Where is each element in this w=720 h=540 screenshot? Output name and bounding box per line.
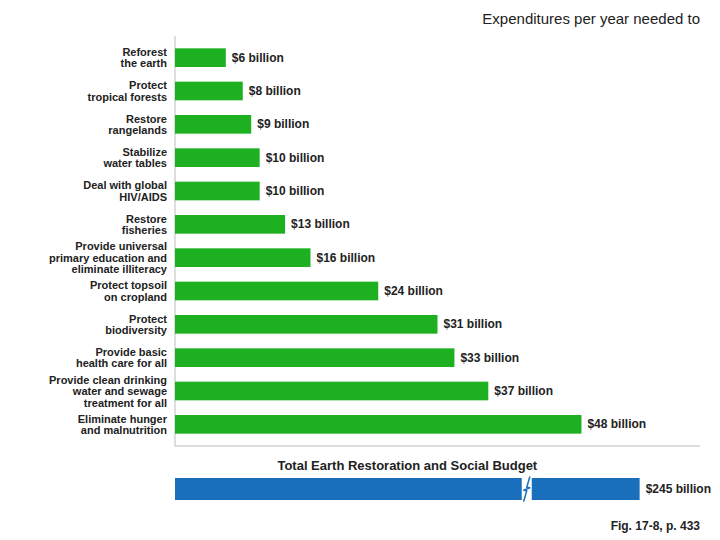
category-label-line: on cropland [104,291,167,303]
data-label: $33 billion [460,351,519,365]
data-label: $24 billion [384,284,443,298]
bars [175,48,581,433]
data-label: $31 billion [444,317,503,331]
category-label: Reforestthe earth [121,46,168,70]
bar [175,215,285,234]
category-label-line: Provide basic [95,346,167,358]
bar [175,115,251,134]
data-label: $6 billion [232,51,284,65]
category-label-line: Eliminate hunger [78,413,168,425]
bar [175,182,260,201]
data-label: $16 billion [316,251,375,265]
bar [175,148,260,167]
category-label: Restorefisheries [122,213,167,237]
bar [175,315,438,334]
category-label-line: health care for all [76,357,167,369]
category-label-line: eliminate illiteracy [72,263,168,275]
category-label-line: Restore [126,213,167,225]
category-label: Protecttropical forests [88,79,168,103]
category-label: Restorerangelands [108,113,167,136]
category-label: Eliminate hungerand malnutrition [78,413,168,437]
category-label-line: Reforest [122,46,167,58]
category-label: Provide universalprimary education andel… [49,240,168,275]
total-bar [175,478,640,500]
category-label: Protect topsoilon cropland [90,279,167,303]
category-label-line: primary education and [49,252,167,264]
total-label: Total Earth Restoration and Social Budge… [277,458,537,473]
data-label: $48 billion [587,417,646,431]
break-mark [524,477,530,501]
bar-break [522,477,532,501]
bar [175,415,581,434]
category-label-line: rangelands [108,124,167,136]
category-label-line: water and sewage [72,385,167,397]
data-label: $10 billion [266,151,325,165]
category-label-line: HIV/AIDS [119,191,167,203]
category-label: Protectbiodiversity [105,313,168,337]
data-label: $8 billion [249,84,301,98]
data-label: $37 billion [494,384,553,398]
bar [175,348,454,367]
category-label-line: and malnutrition [81,424,167,436]
bar [175,382,488,401]
category-label-line: Stabilize [122,146,167,158]
x-axis-line [175,446,700,447]
category-label-line: fisheries [122,224,167,236]
data-label: $10 billion [266,184,325,198]
bar [175,248,310,267]
category-label-line: biodiversity [105,324,168,336]
category-label-line: Restore [126,113,167,125]
category-label-line: Protect [129,79,167,91]
category-label: Provide basichealth care for all [76,346,167,370]
bar [175,82,243,101]
category-label-line: water tables [102,157,167,169]
data-label: $9 billion [257,117,309,131]
category-label: Provide clean drinkingwater and sewagetr… [49,374,167,409]
category-label-line: Protect topsoil [90,279,167,291]
category-label-line: Provide universal [75,240,167,252]
category-label-line: Deal with global [83,179,167,191]
total-value-label: $245 billion [646,482,711,496]
category-label-line: tropical forests [88,91,167,103]
title: Expenditures per year needed to [482,10,700,27]
chart: Expenditures per year needed to $6 billio… [0,0,720,540]
category-label: Deal with globalHIV/AIDS [83,179,167,203]
category-label-line: treatment for all [84,397,167,409]
category-label-line: Provide clean drinking [49,374,167,386]
bar [175,282,378,301]
bar [175,48,226,67]
category-label-line: Protect [129,313,167,325]
data-label: $13 billion [291,217,350,231]
category-label: Stabilizewater tables [102,146,167,170]
category-label-line: the earth [121,57,168,69]
footnote: Fig. 17-8, p. 433 [611,519,701,533]
